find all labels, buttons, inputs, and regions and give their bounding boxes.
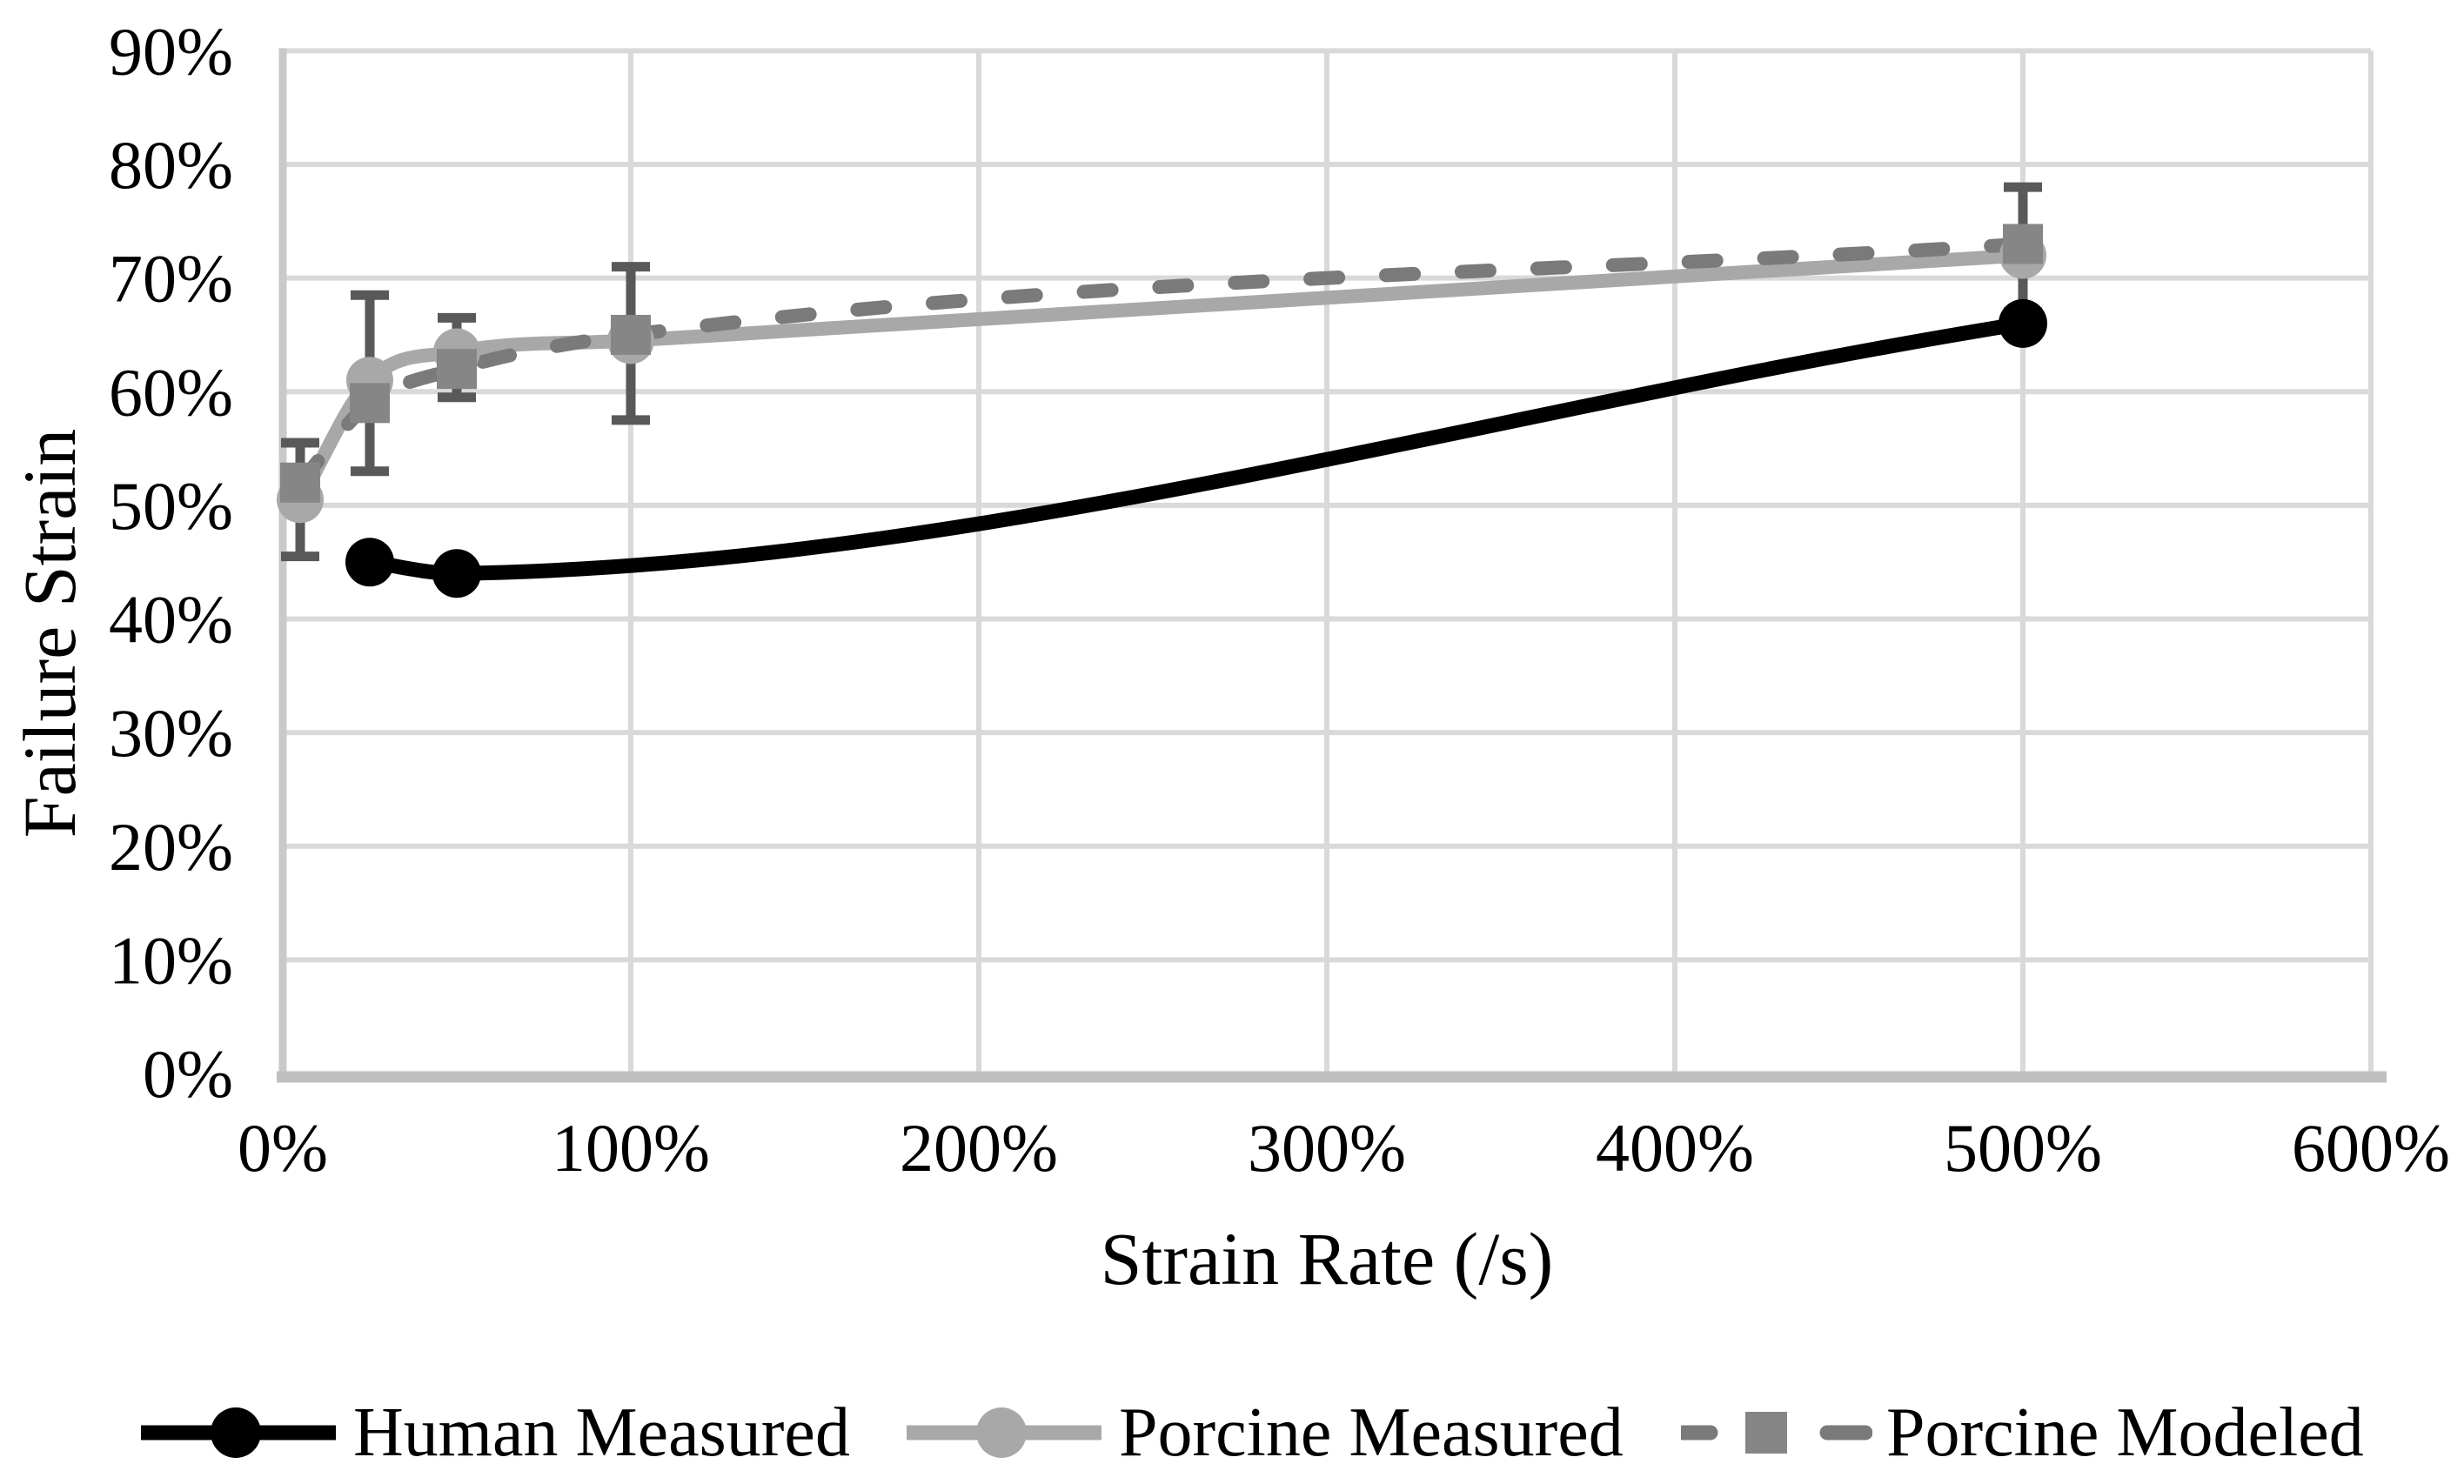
marker-square-porcine-modeled [280,462,320,503]
y-tick-label-80: 80% [109,127,233,203]
x-tick-label-600: 600% [2292,1110,2450,1186]
x-tick-label-500: 500% [1944,1110,2102,1186]
y-tick-label-40: 40% [109,582,233,658]
y-tick-label-30: 30% [109,695,233,771]
y-tick-label-0: 0% [143,1036,233,1112]
y-tick-label-60: 60% [109,354,233,430]
x-tick-label-400: 400% [1596,1110,1754,1186]
legend-swatch-dashed-gray-square [1681,1412,1872,1454]
legend-item-porcine-measured: Porcine Measured [903,1385,1624,1481]
legend: Human Measured Porcine Measured Porcine … [0,1385,2464,1481]
x-axis-title: Strain Rate (/s) [1100,1217,1554,1300]
legend-label: Porcine Measured [1119,1394,1624,1471]
marker-circle-human-measured [345,538,394,587]
y-tick-label-50: 50% [109,468,233,544]
x-tick-label-200: 200% [900,1110,1058,1186]
legend-swatch-solid-gray-circle [907,1407,1101,1458]
x-tick-label-0: 0% [238,1110,328,1186]
x-tick-label-100: 100% [552,1110,710,1186]
marker-circle-human-measured [432,549,481,598]
y-axis-title: Failure Strain [8,428,91,839]
legend-label: Human Measured [353,1394,850,1471]
marker-square-porcine-modeled [437,349,477,390]
legend-item-human-measured: Human Measured [137,1385,850,1481]
marker-square-porcine-modeled [2003,224,2043,264]
y-tick-label-90: 90% [109,13,233,89]
legend-item-porcine-modeled: Porcine Modeled [1681,1385,2364,1481]
marker-square-porcine-modeled [611,314,651,355]
legend-label: Porcine Modeled [1886,1394,2364,1471]
marker-square-porcine-modeled [350,383,390,424]
x-tick-label-300: 300% [1248,1110,1406,1186]
series-line-human-measured [368,316,2025,581]
y-tick-label-70: 70% [109,241,233,317]
y-tick-label-10: 10% [109,922,233,998]
legend-swatch-solid-black-circle [141,1407,336,1458]
marker-circle-human-measured [1999,298,2047,348]
y-tick-label-20: 20% [109,809,233,885]
